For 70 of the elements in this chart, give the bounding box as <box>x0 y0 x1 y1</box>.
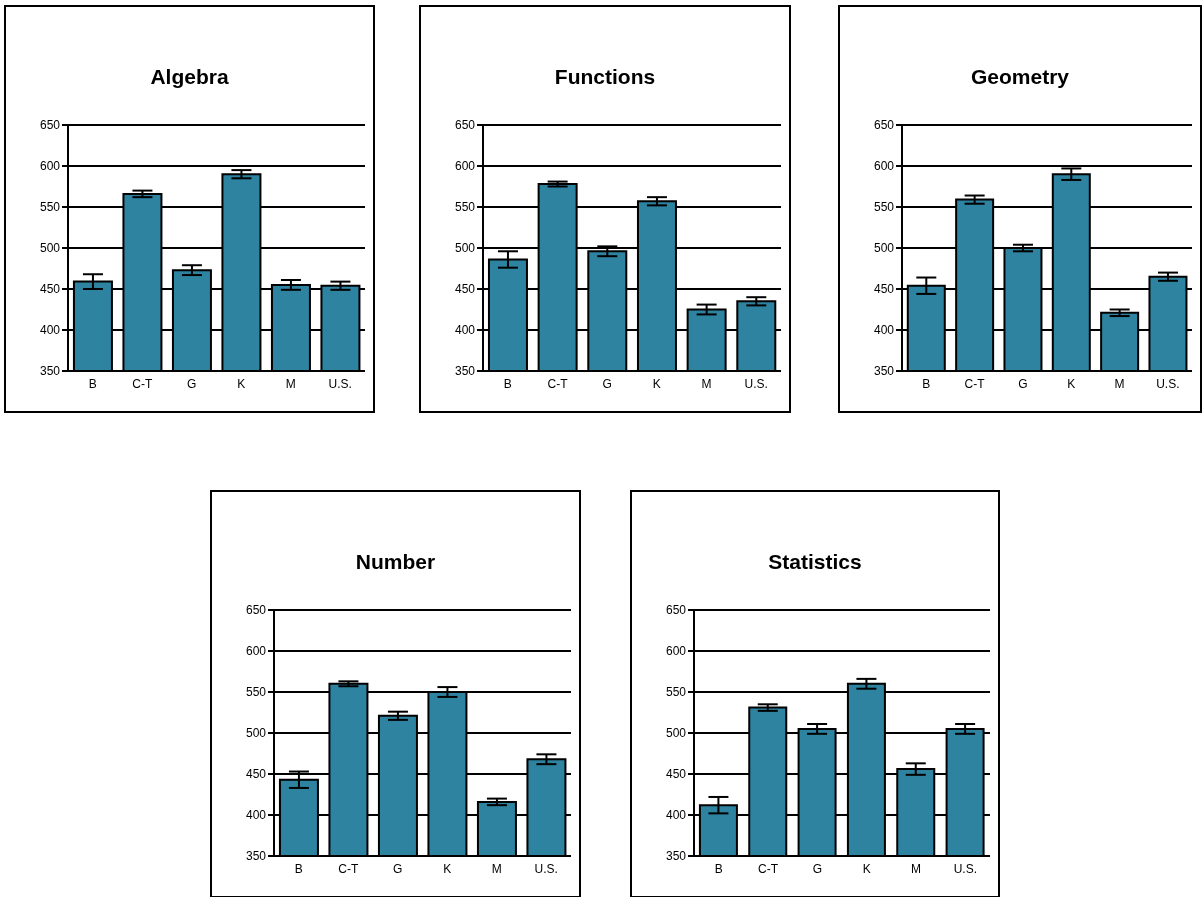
x-tick-label: G <box>1018 376 1028 391</box>
y-tick-label: 450 <box>454 282 476 297</box>
x-tick-label: M <box>1114 376 1125 391</box>
x-tick-label: M <box>911 861 921 876</box>
x-tick-label: B <box>503 376 512 391</box>
y-tick-label: 350 <box>454 364 476 379</box>
y-tick-label: 650 <box>245 603 267 618</box>
y-tick-label: 550 <box>39 200 61 215</box>
x-tick-label: B <box>88 376 97 391</box>
y-tick-label: 600 <box>39 159 61 174</box>
y-tick-label: 500 <box>454 241 476 256</box>
x-tick-label: U.S. <box>1156 376 1180 391</box>
chart-title: Functions <box>553 65 657 89</box>
x-tick-label: K <box>652 376 661 391</box>
y-tick-label: 650 <box>873 118 895 133</box>
x-tick-label: U.S. <box>328 376 352 391</box>
y-tick-label: 450 <box>873 282 895 297</box>
x-tick-label: C-T <box>132 376 153 391</box>
y-tick-label: 450 <box>39 282 61 297</box>
y-tick-label: 500 <box>245 726 267 741</box>
x-tick-label: C-T <box>758 861 779 876</box>
x-tick-label: U.S. <box>744 376 768 391</box>
y-tick-label: 400 <box>454 323 476 338</box>
y-tick-label: 500 <box>39 241 61 256</box>
chart-title: Number <box>354 550 437 574</box>
x-tick-label: M <box>285 376 296 391</box>
x-tick-label: K <box>443 861 452 876</box>
chart-title: Geometry <box>969 65 1070 89</box>
x-tick-label: M <box>701 376 712 391</box>
x-tick-label: U.S. <box>953 861 978 876</box>
x-tick-label: B <box>714 861 723 876</box>
y-tick-label: 350 <box>39 364 61 379</box>
x-tick-label: G <box>393 861 403 876</box>
chart-title: Algebra <box>149 65 230 89</box>
x-tick-label: B <box>294 861 303 876</box>
y-tick-label: 600 <box>665 644 687 659</box>
y-tick-label: 550 <box>873 200 895 215</box>
y-tick-label: 600 <box>454 159 476 174</box>
y-tick-label: 600 <box>245 644 267 659</box>
y-tick-label: 400 <box>665 808 687 823</box>
y-tick-label: 550 <box>245 685 267 700</box>
x-tick-label: K <box>862 861 871 876</box>
x-tick-label: U.S. <box>534 861 558 876</box>
y-tick-label: 650 <box>454 118 476 133</box>
y-tick-label: 350 <box>245 849 267 864</box>
y-tick-label: 350 <box>873 364 895 379</box>
y-tick-label: 450 <box>665 767 687 782</box>
y-tick-label: 400 <box>873 323 895 338</box>
x-tick-label: C-T <box>338 861 359 876</box>
x-tick-label: K <box>1067 376 1076 391</box>
x-tick-label: C-T <box>547 376 569 391</box>
x-tick-label: C-T <box>964 376 986 391</box>
y-tick-label: 450 <box>245 767 267 782</box>
x-tick-label: K <box>237 376 246 391</box>
chart-title: Statistics <box>767 550 863 574</box>
y-tick-label: 600 <box>873 159 895 174</box>
y-tick-label: 650 <box>665 603 687 618</box>
x-tick-label: M <box>491 861 502 876</box>
y-tick-label: 400 <box>39 323 61 338</box>
x-tick-label: B <box>922 376 931 391</box>
y-tick-label: 400 <box>245 808 267 823</box>
y-tick-label: 550 <box>665 685 687 700</box>
x-tick-label: G <box>187 376 197 391</box>
y-tick-label: 650 <box>39 118 61 133</box>
x-tick-label: G <box>602 376 612 391</box>
y-tick-label: 350 <box>665 849 687 864</box>
y-tick-label: 550 <box>454 200 476 215</box>
y-tick-label: 500 <box>873 241 895 256</box>
x-tick-label: G <box>812 861 823 876</box>
y-tick-label: 500 <box>665 726 687 741</box>
